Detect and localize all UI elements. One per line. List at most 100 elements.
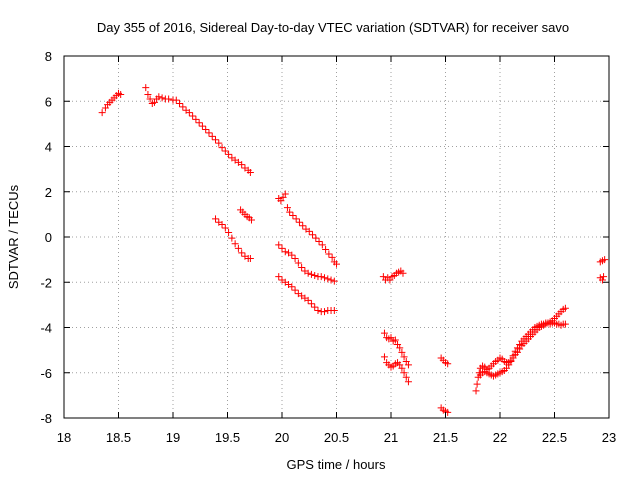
data-point: [221, 224, 229, 232]
data-point: [380, 353, 388, 361]
data-point: [307, 300, 315, 308]
data-point: [225, 150, 233, 158]
x-tick-label: 21.5: [433, 430, 458, 445]
y-tick-label: -8: [40, 411, 52, 426]
series-arc14: [476, 319, 569, 380]
data-point: [507, 356, 515, 364]
x-tick-labels: 18 18.5 19 19.5 20 20.5 21 21.5 22 22.5 23: [57, 430, 616, 445]
data-point: [472, 387, 480, 395]
data-point: [212, 136, 220, 144]
data-point: [179, 103, 187, 111]
x-tick-label: 20: [275, 430, 289, 445]
data-point: [278, 244, 286, 252]
y-tick-label: -2: [40, 275, 52, 290]
y-tick-label: 2: [45, 185, 52, 200]
data-point: [400, 369, 408, 377]
data-point: [304, 296, 312, 304]
y-tick-labels: -8 -6 -4 -2 0 2 4 6 8: [40, 49, 52, 426]
data-point: [246, 254, 254, 262]
y-tick-label: -6: [40, 366, 52, 381]
data-point: [142, 84, 150, 92]
data-point: [328, 253, 336, 261]
data-point: [561, 304, 569, 312]
data-point: [404, 361, 412, 369]
series-arc3: [212, 215, 254, 262]
data-point: [212, 215, 220, 223]
series-arc13: [472, 304, 569, 395]
data-point: [330, 277, 338, 285]
data-point: [399, 269, 407, 277]
series-arc9: [380, 329, 412, 369]
series-arc15: [596, 256, 609, 266]
data-point: [473, 380, 481, 388]
data-point: [165, 95, 173, 103]
data-point: [311, 303, 319, 311]
series-arc5: [275, 190, 340, 268]
data-point: [295, 218, 303, 226]
data-point: [333, 260, 340, 268]
y-tick-label: 0: [45, 230, 52, 245]
data-point: [247, 216, 255, 224]
data-point: [312, 234, 320, 242]
data-point: [208, 132, 216, 140]
data-point: [291, 254, 299, 262]
data-point: [172, 96, 180, 104]
data-point: [311, 271, 319, 279]
data-point: [391, 336, 399, 344]
data-point: [185, 109, 193, 117]
data-point: [155, 93, 163, 101]
data-point: [398, 364, 406, 372]
data-point: [176, 100, 184, 108]
data-point: [505, 361, 513, 369]
data-point: [286, 208, 294, 216]
data-point: [315, 238, 323, 246]
x-tick-label: 18.5: [106, 430, 131, 445]
data-point: [314, 307, 322, 315]
data-point: [330, 307, 338, 315]
data-point: [218, 144, 226, 152]
data-point: [231, 240, 239, 248]
series-arc8: [379, 267, 407, 284]
series-arc4: [237, 206, 255, 224]
data-point: [198, 122, 206, 130]
y-tick-label: -4: [40, 321, 52, 336]
y-axis-label: SDTVAR / TECUs: [6, 184, 21, 289]
series-arc12: [437, 404, 452, 416]
data-point: [317, 273, 325, 281]
data-points: [98, 84, 609, 416]
data-point: [195, 119, 203, 127]
data-point: [218, 221, 226, 229]
data-point: [275, 241, 283, 249]
x-tick-label: 19.5: [215, 430, 240, 445]
data-point: [288, 283, 296, 291]
data-point: [509, 352, 517, 360]
data-point: [291, 286, 299, 294]
data-point: [324, 275, 332, 283]
data-point: [288, 251, 296, 259]
x-tick-label: 23: [602, 430, 616, 445]
data-point: [304, 269, 312, 277]
series-arc10: [380, 353, 412, 386]
data-point: [238, 249, 246, 257]
data-point: [246, 169, 254, 177]
data-point: [561, 320, 569, 328]
data-point: [117, 90, 125, 98]
data-point: [189, 112, 197, 120]
x-tick-label: 19: [166, 430, 180, 445]
data-point: [294, 259, 302, 267]
data-point: [307, 270, 315, 278]
data-point: [146, 95, 154, 103]
data-point: [600, 273, 608, 281]
x-tick-label: 21: [384, 430, 398, 445]
x-axis-label: GPS time / hours: [287, 457, 386, 472]
data-point: [281, 190, 289, 198]
data-point: [444, 360, 452, 368]
data-point: [158, 94, 166, 102]
data-point: [309, 231, 317, 239]
data-point: [327, 276, 335, 284]
data-point: [325, 250, 333, 258]
data-point: [321, 308, 329, 316]
data-point: [144, 90, 152, 98]
data-point: [238, 161, 246, 169]
data-point: [322, 245, 330, 253]
